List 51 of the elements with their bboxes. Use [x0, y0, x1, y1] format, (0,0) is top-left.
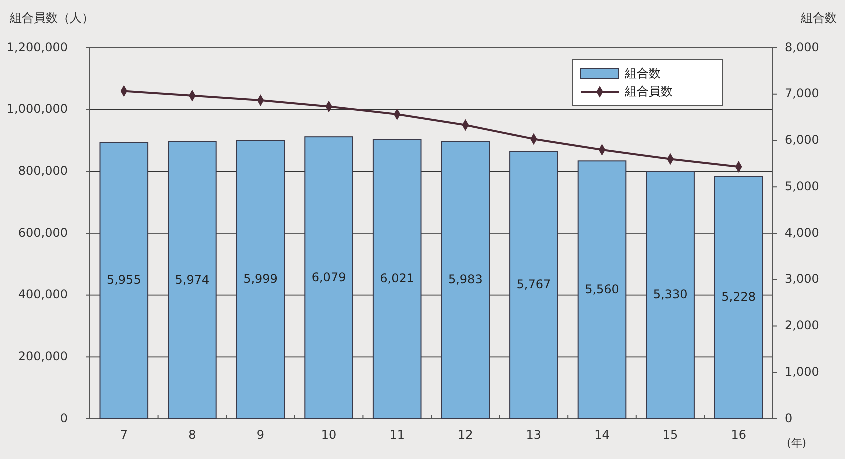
y-tick-label: 200,000	[18, 349, 68, 364]
x-tick-label: 12	[458, 428, 474, 442]
y2-tick-label: 0	[785, 411, 793, 426]
y-axis-title: 組合員数（人）	[9, 11, 94, 25]
x-tick-label: 7	[120, 428, 128, 442]
y2-tick-label: 7,000	[785, 86, 820, 101]
data-label: 5,560	[585, 282, 620, 296]
bar	[372, 139, 422, 420]
y-tick-label: 600,000	[18, 226, 68, 240]
data-label: 5,228	[722, 290, 756, 304]
bar	[168, 141, 217, 420]
data-label: 5,974	[175, 272, 210, 287]
bar	[646, 171, 695, 420]
y2-axis-title: 組合数	[800, 11, 837, 25]
y-tick-label: 400,000	[18, 288, 68, 302]
x-tick-label: 11	[390, 428, 405, 442]
y-tick-label: 1,000,000	[6, 102, 68, 116]
bar	[236, 140, 286, 420]
y2-tick-label: 6,000	[785, 133, 820, 148]
y2-tick-label: 2,000	[785, 318, 820, 333]
data-label: 5,767	[516, 278, 552, 292]
x-tick-label: 13	[526, 428, 542, 442]
bar	[100, 142, 149, 420]
x-axis-title: (年)	[787, 437, 807, 450]
bar	[510, 151, 558, 420]
x-tick-label: 8	[188, 428, 196, 442]
data-label: 6,079	[312, 270, 346, 284]
bar	[578, 160, 627, 420]
y2-tick-label: 8,000	[785, 40, 820, 54]
legend-label: 組合数	[624, 66, 661, 80]
y2-tick-label: 4,000	[785, 226, 820, 240]
x-tick-label: 15	[662, 428, 678, 442]
y2-tick-label: 5,000	[785, 179, 820, 194]
data-label: 5,999	[244, 272, 278, 286]
x-tick-label: 9	[256, 428, 265, 442]
bar	[714, 176, 764, 420]
data-label: 5,955	[106, 273, 142, 288]
y-tick-label: 800,000	[18, 164, 68, 178]
x-tick-label: 14	[594, 428, 610, 442]
bar	[441, 141, 490, 420]
y-tick-label: 1,200,000	[6, 40, 68, 54]
y2-tick-label: 3,000	[785, 272, 820, 286]
y2-tick-label: 1,000	[785, 364, 820, 379]
data-label: 5,330	[653, 288, 688, 302]
legend-label: 組合員数	[624, 84, 673, 98]
bar	[304, 136, 354, 420]
data-label: 5,983	[448, 272, 483, 287]
y-tick-label: 0	[60, 411, 68, 426]
data-label: 6,021	[380, 272, 415, 286]
x-tick-label: 16	[731, 428, 746, 442]
x-tick-label: 10	[321, 428, 337, 442]
